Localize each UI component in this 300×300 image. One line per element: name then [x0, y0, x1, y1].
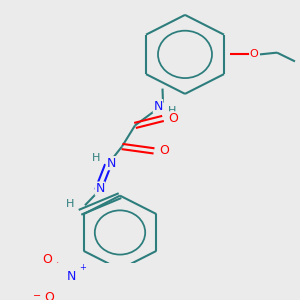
Text: O: O	[168, 112, 178, 125]
Text: H: H	[92, 153, 100, 163]
Text: N: N	[66, 270, 76, 283]
Text: −: −	[33, 291, 41, 300]
Text: +: +	[80, 263, 86, 272]
Text: N: N	[95, 182, 105, 195]
Text: O: O	[250, 50, 258, 59]
Text: O: O	[159, 144, 169, 158]
Text: O: O	[42, 253, 52, 266]
Text: O: O	[44, 291, 54, 300]
Text: H: H	[66, 199, 74, 208]
Text: N: N	[106, 157, 116, 170]
Text: H: H	[168, 106, 176, 116]
Text: N: N	[153, 100, 163, 113]
